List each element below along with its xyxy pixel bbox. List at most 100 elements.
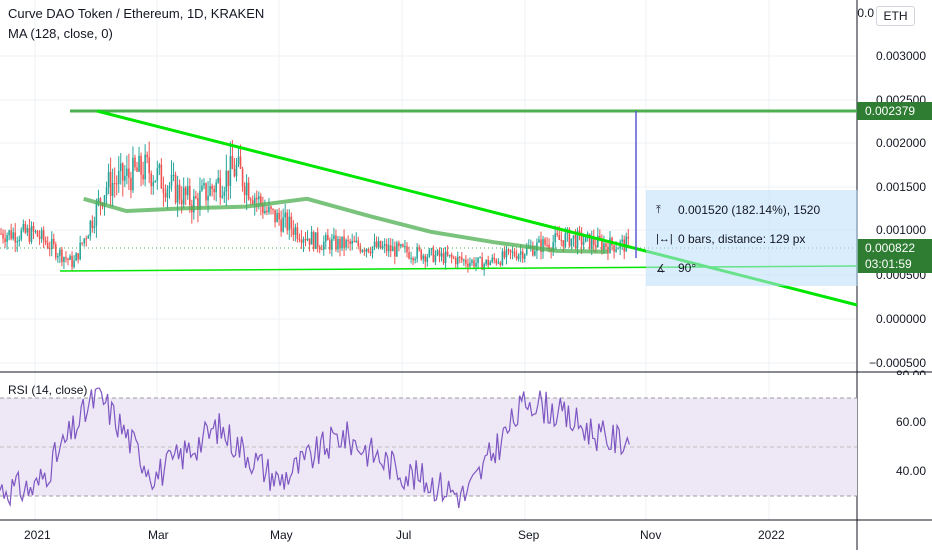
candle-body — [99, 198, 102, 204]
candle-body — [59, 249, 61, 256]
candle-body — [268, 206, 270, 213]
currency-button[interactable]: ETH — [876, 6, 915, 26]
candle-body — [83, 238, 86, 244]
candle-body — [400, 244, 402, 247]
price-label: −0.000500 — [868, 356, 926, 370]
candle-body — [485, 259, 487, 265]
candle-body — [130, 177, 132, 191]
candle-body — [150, 173, 153, 187]
candle-body — [174, 174, 177, 203]
candle-body — [176, 184, 179, 203]
price-label: 0.000000 — [875, 312, 926, 326]
candle-body — [414, 258, 416, 261]
rsi-axis-top-label: 80.00 — [895, 368, 926, 375]
candle-body — [253, 197, 256, 204]
candle-body — [509, 249, 512, 253]
candle-body — [479, 257, 481, 259]
candle-body — [48, 248, 51, 250]
ma-line — [83, 196, 608, 254]
candle-body — [442, 253, 445, 263]
candle-body — [497, 262, 500, 264]
candle-body — [280, 219, 282, 232]
candle-body — [438, 250, 441, 257]
candle-body — [568, 229, 571, 247]
candle-body — [69, 255, 71, 260]
candle-body — [34, 230, 37, 232]
symbol-title[interactable]: Curve DAO Token / Ethereum, 1D, KRAKEN — [8, 6, 265, 21]
candle-body — [113, 183, 116, 185]
candle-body — [345, 240, 347, 248]
candle-body — [377, 241, 380, 248]
candle-body — [576, 230, 579, 248]
candle-body — [469, 262, 471, 267]
resistance-price-tag: 0.002379 — [857, 102, 932, 120]
candle-body — [294, 227, 297, 235]
candle-body — [487, 259, 489, 266]
candle-body — [10, 230, 12, 239]
candle-body — [258, 196, 260, 200]
candle-body — [103, 195, 106, 207]
candle-body — [511, 251, 514, 253]
candle-body — [77, 253, 79, 260]
candle-body — [513, 251, 516, 256]
candle-body — [156, 168, 159, 181]
candle-body — [402, 244, 404, 247]
candle-body — [111, 183, 114, 196]
candle-body — [320, 249, 323, 251]
candle-body — [373, 241, 376, 247]
candle-body — [558, 235, 561, 240]
ma-indicator-label[interactable]: MA (128, close, 0) — [8, 26, 113, 41]
candle-body — [404, 246, 406, 248]
candle-body — [483, 264, 485, 270]
candle-body — [126, 168, 128, 176]
current-price-value: 0.000822 — [865, 241, 916, 255]
candle-body — [381, 246, 384, 249]
candle-body — [325, 235, 327, 242]
candle-body — [339, 238, 341, 249]
candle-body — [201, 185, 203, 191]
candle-body — [124, 175, 126, 181]
candle-body — [540, 239, 542, 253]
rsi-label: 40.00 — [895, 464, 926, 478]
candle-body — [444, 251, 447, 263]
candle-body — [351, 240, 353, 244]
bar-range-icon: |↔| — [656, 233, 673, 245]
candle-body — [341, 236, 343, 249]
candle-body — [300, 239, 303, 243]
candle-body — [597, 235, 599, 248]
candle-body — [278, 212, 280, 220]
candle-body — [209, 186, 211, 196]
candle-body — [454, 258, 457, 265]
candle-body — [128, 168, 130, 178]
candle-body — [42, 230, 45, 241]
candle-body — [463, 259, 465, 261]
candle-body — [367, 248, 370, 252]
candle-body — [525, 247, 528, 255]
candle-body — [184, 187, 187, 196]
candle-body — [570, 238, 573, 247]
candle-body — [408, 252, 410, 259]
rsi-line — [0, 387, 630, 509]
candle-body — [158, 164, 161, 169]
candle-body — [245, 182, 248, 196]
candle-body — [599, 235, 601, 240]
candle-body — [410, 258, 412, 260]
candle-body — [446, 251, 449, 256]
candle-body — [590, 237, 593, 249]
candle-body — [521, 251, 524, 259]
candle-body — [450, 254, 453, 258]
candle-body — [359, 246, 362, 252]
candle-body — [298, 238, 301, 240]
candle-body — [556, 233, 559, 236]
rsi-indicator-label[interactable]: RSI (14, close) — [8, 383, 88, 397]
candle-body — [260, 196, 262, 205]
candle-body — [398, 242, 400, 247]
candle-body — [12, 232, 14, 239]
candle-body — [383, 243, 386, 247]
candle-body — [205, 183, 207, 201]
candle-body — [231, 156, 234, 169]
candle-body — [416, 247, 418, 259]
candle-body — [605, 243, 607, 247]
candle-body — [221, 195, 224, 198]
